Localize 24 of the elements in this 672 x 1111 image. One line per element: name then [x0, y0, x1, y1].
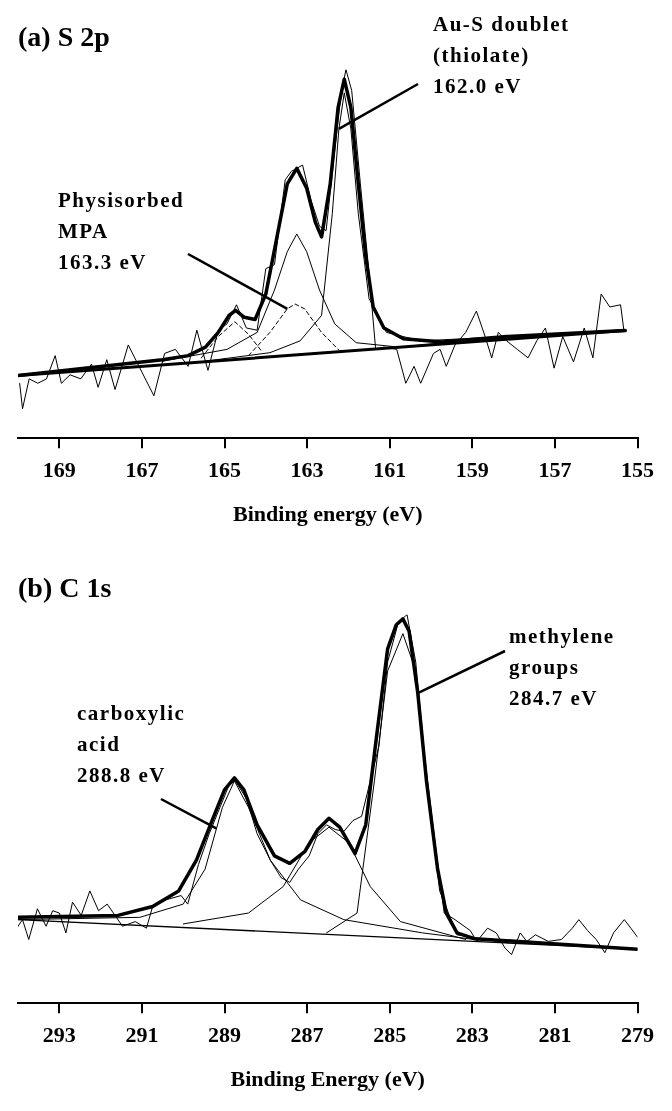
x-tick-label: 167	[125, 457, 159, 483]
x-tick-label: 155	[621, 457, 654, 483]
x-tick-label: 289	[208, 1022, 241, 1048]
chart-title: (a) S 2p	[18, 21, 110, 53]
x-tick-label: 169	[42, 457, 76, 483]
x-tick-label: 159	[455, 457, 489, 483]
x-tick-label: 279	[621, 1022, 654, 1048]
annotation: Au-S doublet (thiolate) 162.0 eV	[433, 12, 570, 99]
x-tick-label: 163	[290, 457, 324, 483]
x-tick-label: 165	[208, 457, 241, 483]
x-tick-label: 161	[373, 457, 407, 483]
x-tick-label: 287	[290, 1022, 324, 1048]
x-tick-label: 291	[125, 1022, 159, 1048]
x-tick-label: 293	[42, 1022, 76, 1048]
annotation: carboxylic acid 288.8 eV	[77, 701, 186, 788]
annotation: methylene groups 284.7 eV	[509, 624, 615, 711]
x-tick-label: 285	[373, 1022, 407, 1048]
chart-title: (b) C 1s	[18, 572, 112, 604]
annotation: Physisorbed MPA 163.3 eV	[58, 188, 185, 275]
x-tick-label: 281	[538, 1022, 572, 1048]
x-tick-label: 157	[538, 457, 572, 483]
x-tick-label: 283	[455, 1022, 489, 1048]
x-axis-title: Binding Energy (eV)	[230, 1066, 425, 1092]
x-axis-title: Binding energy (eV)	[233, 501, 423, 527]
